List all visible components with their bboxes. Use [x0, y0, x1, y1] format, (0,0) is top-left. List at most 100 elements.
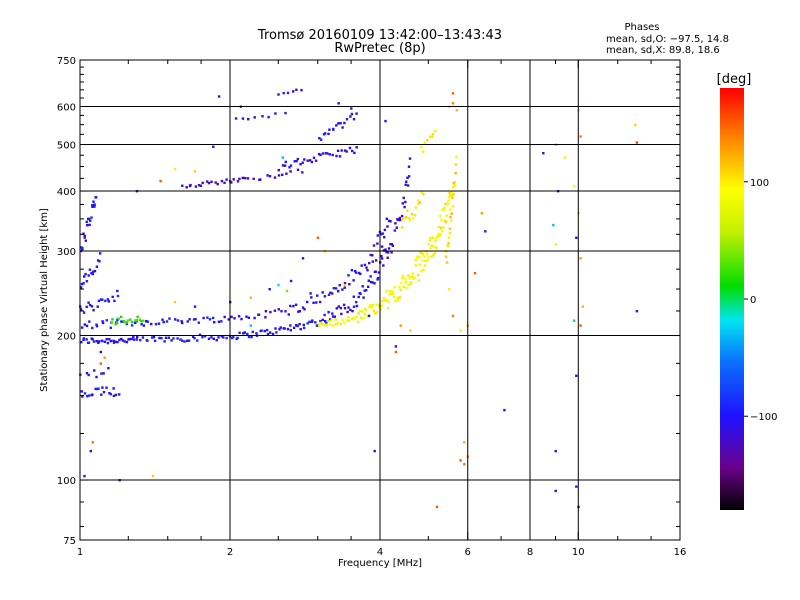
data-point [380, 304, 383, 307]
x-axis-label: Frequency [MHz] [338, 558, 422, 569]
data-point [275, 331, 278, 334]
data-point [450, 192, 453, 196]
data-point [316, 236, 320, 239]
data-point [355, 304, 359, 308]
data-point [104, 299, 107, 303]
data-point [188, 318, 191, 321]
data-point [385, 299, 388, 302]
data-point [345, 118, 349, 121]
data-point [99, 362, 102, 365]
data-point [430, 255, 433, 258]
data-point [369, 275, 372, 278]
y-axis: 75 100 200 300 400 500 600 750 [57, 56, 680, 547]
data-point [341, 126, 344, 129]
data-point [154, 322, 158, 326]
data-point [296, 324, 299, 328]
data-point [84, 272, 87, 276]
data-point [281, 156, 284, 159]
data-point [260, 329, 263, 332]
data-point [316, 294, 319, 297]
data-point [360, 264, 363, 267]
data-point [210, 336, 213, 339]
data-point [266, 174, 269, 177]
data-point [95, 325, 99, 328]
data-point [403, 216, 406, 219]
data-point [92, 270, 95, 273]
y-tick-label: 750 [57, 56, 76, 67]
data-point [301, 171, 304, 174]
data-point [407, 165, 411, 168]
data-point [85, 305, 88, 309]
data-point [463, 441, 466, 444]
data-point [83, 323, 86, 326]
data-point [408, 218, 412, 222]
data-point [416, 273, 420, 277]
data-point [325, 321, 328, 325]
data-point [379, 233, 383, 236]
data-point [289, 164, 293, 167]
data-point [249, 296, 252, 299]
data-point [259, 178, 262, 181]
data-point [387, 219, 391, 223]
data-point [93, 203, 96, 206]
data-point [415, 257, 418, 261]
data-point [357, 271, 361, 275]
data-point [174, 318, 177, 321]
colorbar-tick-label: 100 [750, 178, 769, 189]
data-point [335, 307, 338, 310]
data-point [337, 122, 340, 125]
data-point [153, 339, 157, 343]
data-point [87, 301, 90, 304]
data-point [238, 177, 241, 181]
data-point [331, 315, 335, 318]
data-point [413, 213, 417, 217]
data-point [361, 285, 364, 288]
y-tick-label: 75 [63, 536, 76, 547]
data-point [230, 336, 234, 340]
data-point [140, 323, 143, 326]
data-point [427, 243, 430, 246]
data-point [179, 338, 182, 341]
data-point [356, 320, 360, 324]
data-point [295, 88, 298, 91]
data-point [343, 286, 346, 289]
data-point [343, 282, 347, 285]
data-point [403, 205, 406, 209]
data-point [341, 288, 344, 291]
data-point [207, 181, 211, 185]
data-point [315, 301, 318, 304]
data-point [343, 283, 347, 287]
data-point [101, 321, 105, 325]
data-point [381, 232, 384, 235]
data-point [405, 287, 408, 290]
data-point [91, 393, 94, 396]
data-point [318, 300, 322, 304]
data-point [261, 115, 264, 118]
data-point [308, 320, 311, 323]
data-point [159, 179, 162, 183]
data-point [109, 326, 112, 329]
data-point [306, 159, 309, 162]
data-point [88, 268, 92, 271]
data-point [281, 173, 284, 176]
data-point [454, 172, 457, 175]
data-point [246, 332, 249, 336]
data-point [302, 323, 305, 327]
data-point [309, 292, 312, 295]
data-point [196, 339, 199, 342]
data-point [635, 310, 639, 313]
data-point [96, 305, 99, 308]
data-point [327, 132, 330, 136]
stats-x-mode: mean, sd,X: 89.8, 18.6 [606, 45, 720, 56]
data-point [389, 243, 392, 246]
data-point [321, 152, 325, 155]
data-point [268, 175, 272, 178]
data-point [414, 259, 417, 262]
data-point [394, 299, 397, 302]
data-point [343, 149, 347, 152]
data-point [418, 201, 422, 204]
data-point [136, 315, 139, 318]
data-point [298, 322, 301, 326]
data-point [575, 236, 578, 239]
data-point [131, 321, 134, 324]
